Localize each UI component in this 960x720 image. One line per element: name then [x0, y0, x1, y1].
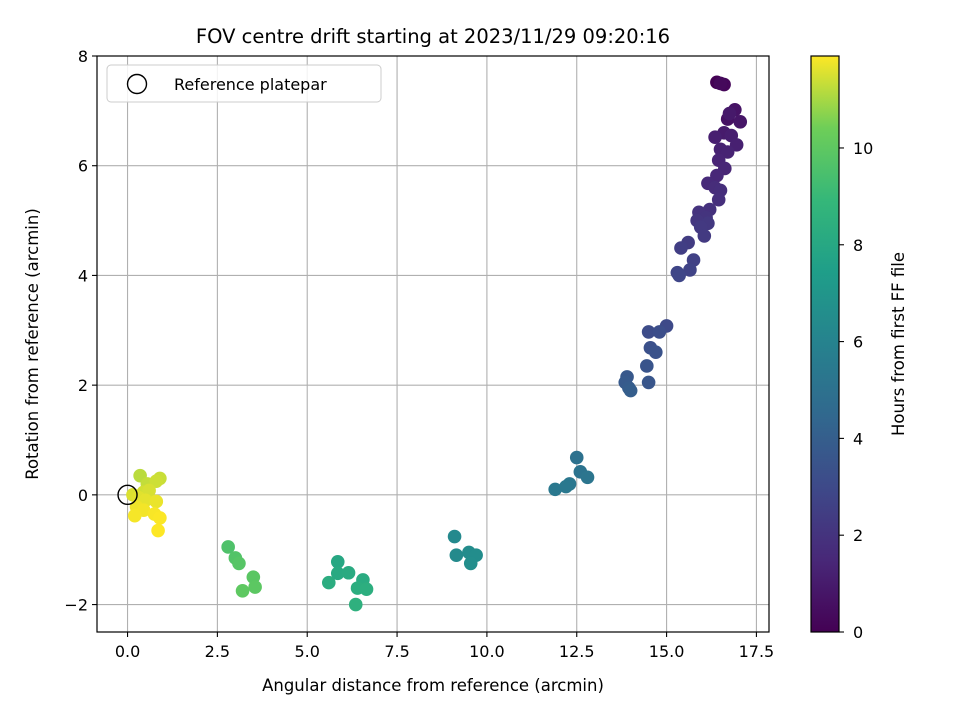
- data-point: [697, 229, 712, 243]
- data-points: [117, 75, 748, 612]
- x-tick-label: 5.0: [294, 642, 319, 661]
- data-point: [710, 168, 724, 183]
- data-point: [127, 508, 142, 523]
- data-point: [640, 359, 654, 373]
- legend: Reference platepar: [106, 64, 382, 103]
- x-axis-title: Angular distance from reference (arcmin): [262, 676, 604, 695]
- data-point: [548, 482, 562, 497]
- chart-title: FOV centre drift starting at 2023/11/29 …: [196, 25, 670, 48]
- colorbar-tick-label: 4: [853, 429, 863, 448]
- data-point: [463, 556, 478, 571]
- x-tick-label: 17.5: [739, 642, 775, 661]
- data-point: [641, 375, 656, 390]
- data-point: [580, 470, 595, 485]
- x-tick-label: 0.0: [115, 642, 140, 661]
- colorbar-tick-label: 0: [853, 623, 863, 642]
- data-point: [708, 130, 722, 144]
- y-tick-label: 4: [78, 266, 88, 285]
- y-tick-label: 8: [78, 47, 88, 66]
- data-point: [623, 383, 638, 398]
- data-point: [649, 345, 663, 360]
- data-point: [149, 474, 164, 488]
- data-point: [235, 584, 250, 598]
- y-tick-label: 6: [78, 157, 88, 176]
- y-tick-label: 2: [78, 376, 88, 395]
- legend-box: [106, 64, 382, 103]
- data-point: [153, 511, 167, 525]
- colorbar-tick-label: 10: [853, 139, 873, 158]
- data-point: [733, 115, 748, 129]
- data-point: [221, 540, 235, 554]
- colorbar-ticks: 0 2 4 6 8 10: [839, 139, 873, 642]
- x-tick-label: 12.5: [559, 642, 595, 661]
- plot-frame: [96, 55, 770, 633]
- data-point: [711, 192, 726, 207]
- data-point: [232, 556, 246, 571]
- data-point: [359, 582, 374, 597]
- data-point: [341, 565, 356, 580]
- data-point: [713, 76, 728, 91]
- data-point: [683, 263, 697, 277]
- legend-marker-reference: [126, 73, 148, 95]
- data-point: [330, 566, 345, 581]
- x-tick-label: 2.5: [205, 642, 230, 661]
- data-point: [447, 529, 462, 544]
- data-point: [248, 580, 262, 594]
- data-point: [641, 325, 656, 339]
- data-point: [674, 241, 688, 255]
- x-tick-label: 10.0: [469, 642, 505, 661]
- y-axis-title: Rotation from reference (arcmin): [23, 208, 42, 480]
- colorbar-gradient: [810, 55, 840, 633]
- y-tick-label: −2: [64, 596, 88, 615]
- data-point: [722, 106, 737, 121]
- data-point: [559, 479, 573, 494]
- reference-point: [117, 484, 138, 506]
- data-point: [321, 575, 336, 590]
- colorbar-tick-label: 8: [853, 236, 863, 255]
- data-point: [149, 494, 164, 509]
- data-point: [652, 325, 667, 339]
- data-point: [151, 523, 165, 538]
- data-point: [569, 450, 584, 465]
- data-point: [672, 268, 686, 283]
- axis-ticks: 0.0 2.5 5.0 7.5 10.0 12.5 15.0 17.5 −2 0 2 4 6 8: [64, 47, 774, 661]
- colorbar-tick-label: 2: [853, 526, 863, 545]
- data-point: [330, 554, 345, 569]
- data-point: [720, 145, 735, 159]
- legend-label-reference: Reference platepar: [174, 75, 327, 94]
- data-point: [348, 597, 363, 612]
- colorbar-title: Hours from first FF file: [889, 252, 908, 436]
- x-tick-label: 15.0: [649, 642, 685, 661]
- data-point: [449, 548, 464, 562]
- colorbar-tick-label: 6: [853, 333, 863, 352]
- x-tick-label: 7.5: [384, 642, 409, 661]
- colorbar: 0 2 4 6 8 10 Hours from first FF file: [810, 55, 908, 642]
- y-tick-label: 0: [78, 486, 88, 505]
